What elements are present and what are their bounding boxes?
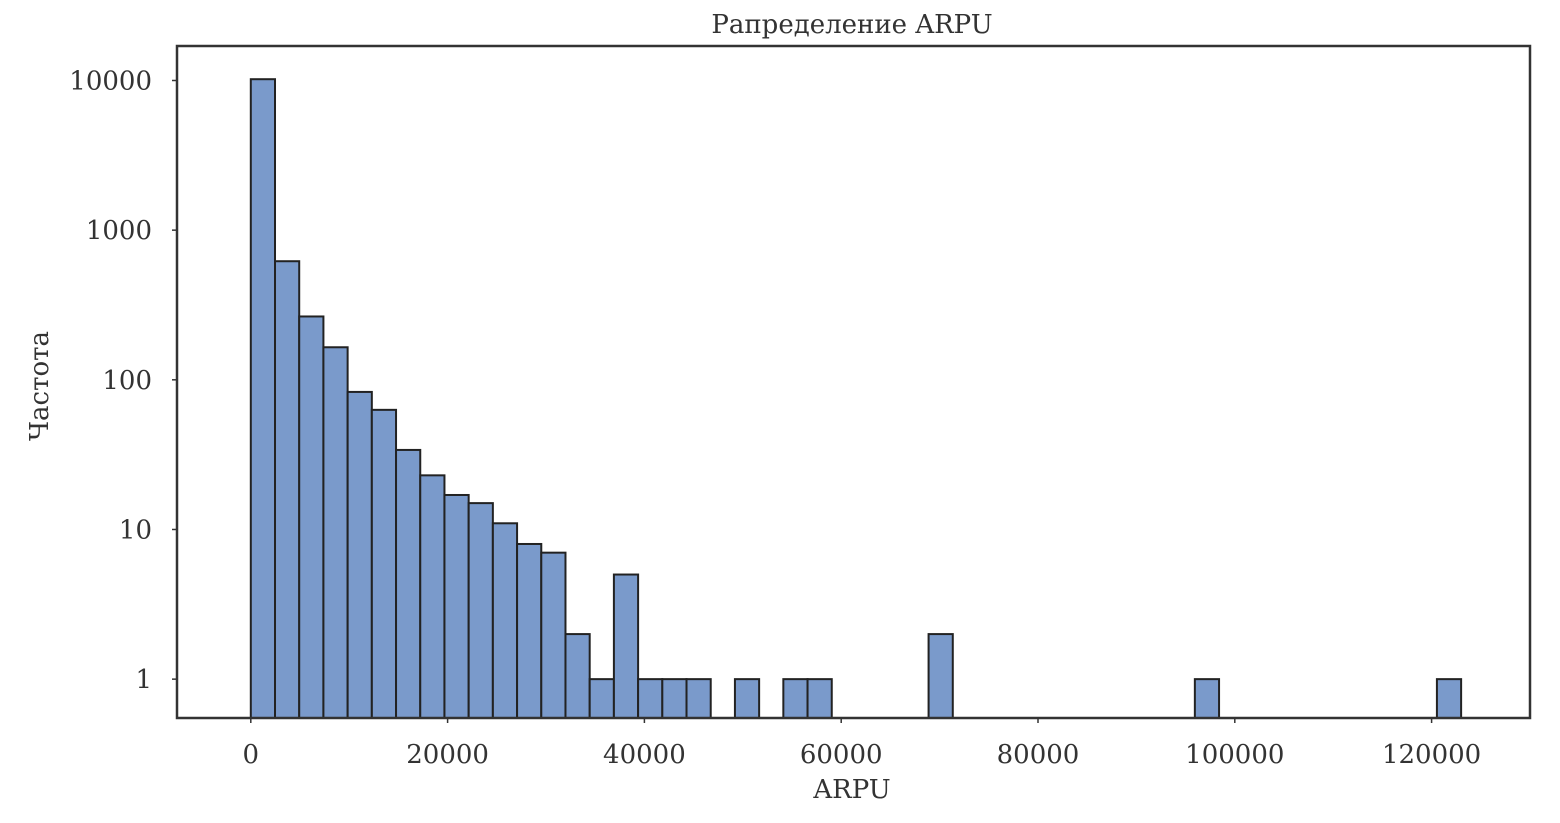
histogram-bar-11 <box>516 542 543 719</box>
histogram-bar-24 <box>1435 678 1463 720</box>
x-tick-label-4: 80000 <box>997 740 1080 770</box>
histogram-bar-13 <box>564 633 591 719</box>
y-axis-ticks: 1 10 100 1000 10000 <box>69 66 177 695</box>
x-axis-label: ARPU <box>812 775 890 805</box>
histogram-bar-20 <box>782 678 809 720</box>
y-tick-label-0: 1 <box>135 665 152 695</box>
x-tick-label-5: 100000 <box>1185 740 1284 770</box>
y-tick-label-1: 10 <box>119 515 152 545</box>
x-axis-ticks: 0 20000 40000 60000 80000 100000 120000 <box>243 718 1481 770</box>
histogram-bar-15 <box>612 573 640 720</box>
histogram-bar-22 <box>927 633 954 719</box>
y-tick-label-4: 10000 <box>69 66 152 96</box>
histogram-bar-4 <box>346 390 373 719</box>
histogram-bar-5 <box>370 408 398 719</box>
y-tick-label-3: 1000 <box>86 216 152 246</box>
x-tick-label-6: 120000 <box>1382 740 1481 770</box>
histogram-bar-18 <box>685 678 712 720</box>
histogram-bar-16 <box>637 678 664 720</box>
histogram-bar-1 <box>274 260 301 719</box>
histogram-bar-7 <box>419 474 446 719</box>
histogram-bar-17 <box>661 678 688 720</box>
x-tick-label-1: 20000 <box>406 740 489 770</box>
x-tick-label-0: 0 <box>243 740 260 770</box>
histogram-bar-0 <box>249 78 277 719</box>
histogram-bar-8 <box>443 493 470 719</box>
histogram-bar-12 <box>540 551 567 719</box>
histogram-bar-19 <box>733 678 761 720</box>
plot-frame <box>175 44 1532 720</box>
y-tick-label-2: 100 <box>102 366 152 396</box>
histogram-bar-23 <box>1193 678 1221 720</box>
bars-group <box>249 78 1463 720</box>
chart-title: Рапределение ARPU <box>711 10 992 40</box>
x-tick-label-3: 60000 <box>800 740 883 770</box>
y-axis-label: Частота <box>25 331 55 441</box>
histogram-bar-14 <box>588 678 615 720</box>
histogram-bar-6 <box>395 448 422 719</box>
histogram-bar-3 <box>322 346 349 719</box>
x-tick-label-2: 40000 <box>603 740 686 770</box>
histogram-bar-10 <box>491 522 519 719</box>
histogram-bar-2 <box>298 315 325 719</box>
histogram-bar-9 <box>467 502 494 719</box>
histogram-bar-21 <box>806 678 833 720</box>
